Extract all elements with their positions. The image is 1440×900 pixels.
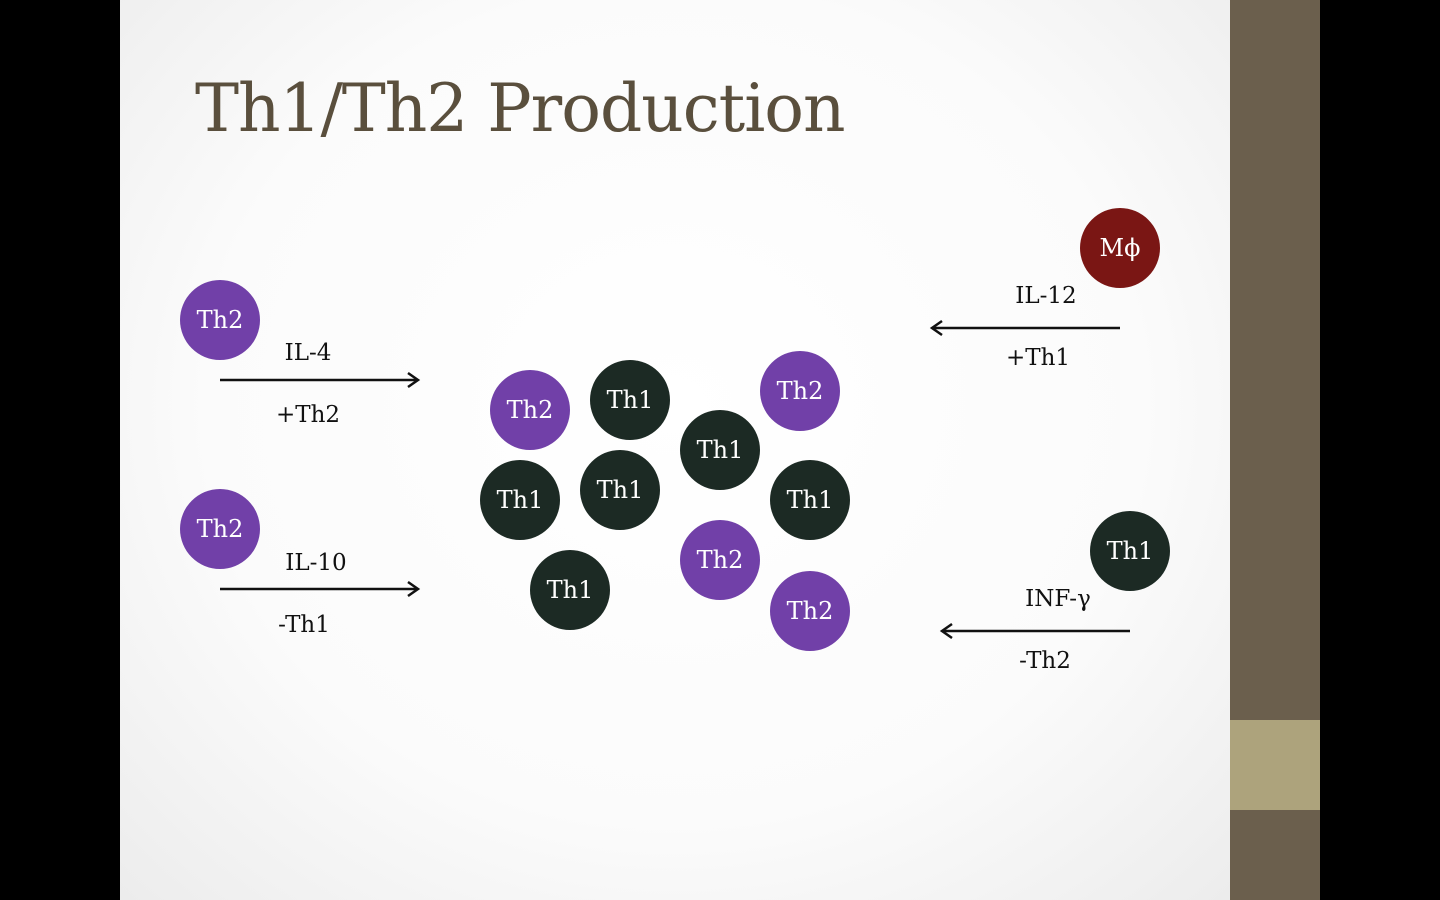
- population-cell: Th1: [530, 550, 610, 630]
- population-cell: Th1: [480, 460, 560, 540]
- population-cell: Th1: [580, 450, 660, 530]
- slide: Th1/Th2 Production Th2 IL-4 +Th2 Th2 IL-…: [120, 0, 1230, 900]
- th2-source-cell-il4: Th2: [180, 280, 260, 360]
- population-cell: Th2: [490, 370, 570, 450]
- population-cell: Th2: [770, 571, 850, 651]
- population-cell: Th1: [590, 360, 670, 440]
- cytokine-label-il12: IL-12: [1015, 283, 1077, 309]
- th1-source-cell-inf: Th1: [1090, 511, 1170, 591]
- cytokine-label-il10: IL-10: [285, 550, 347, 576]
- population-cell: Th2: [760, 351, 840, 431]
- arrow-right-il4: [220, 371, 421, 389]
- arrow-left-il12: [929, 319, 1120, 337]
- slide-title: Th1/Th2 Production: [195, 70, 846, 147]
- effect-label-plus-th1: +Th1: [1005, 345, 1071, 371]
- sidebar-accent-block: [1230, 720, 1320, 810]
- arrow-right-il10: [220, 580, 421, 598]
- macrophage-cell: Mϕ: [1080, 208, 1160, 288]
- th2-source-cell-il10: Th2: [180, 489, 260, 569]
- cytokine-label-il4: IL-4: [284, 340, 332, 366]
- effect-label-minus-th2: -Th2: [1019, 648, 1071, 674]
- arrow-left-inf-gamma: [939, 622, 1130, 640]
- cytokine-label-inf-gamma: INF-γ: [1025, 586, 1091, 612]
- population-cell: Th2: [680, 520, 760, 600]
- effect-label-plus-th2: +Th2: [275, 402, 341, 428]
- population-cell: Th1: [770, 460, 850, 540]
- population-cell: Th1: [680, 410, 760, 490]
- effect-label-minus-th1: -Th1: [278, 612, 330, 638]
- decorative-sidebar: [1230, 0, 1320, 900]
